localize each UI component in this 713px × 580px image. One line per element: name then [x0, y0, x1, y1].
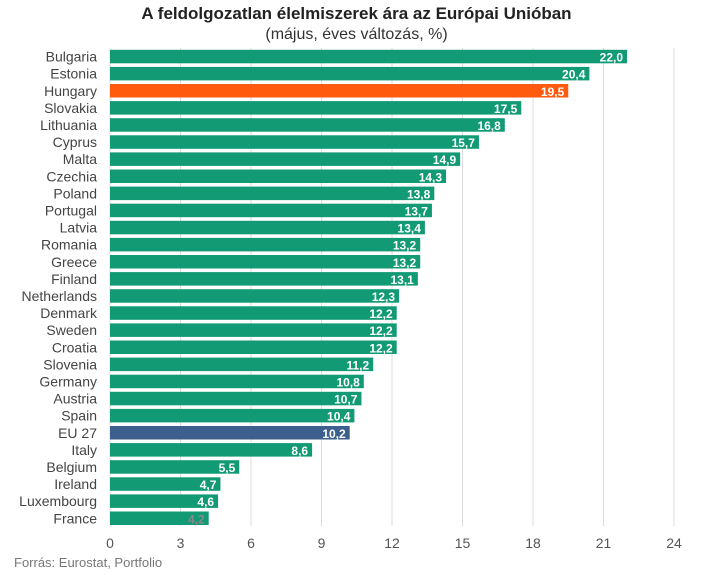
x-tick-label: 9	[318, 535, 326, 551]
value-label: 14,3	[419, 170, 443, 184]
category-label: Sweden	[46, 322, 97, 338]
category-label: Romania	[41, 237, 97, 253]
bar	[110, 186, 435, 201]
value-label: 12,2	[369, 341, 393, 355]
value-label: 5,5	[219, 461, 236, 475]
bar	[110, 477, 221, 491]
category-label: Austria	[53, 391, 97, 407]
bar	[110, 306, 397, 320]
value-label: 19,5	[541, 85, 565, 99]
bar	[110, 374, 364, 389]
bar	[110, 169, 447, 183]
x-tick-label: 21	[596, 535, 612, 551]
bar	[110, 511, 209, 525]
value-label: 4,2	[188, 512, 205, 526]
bar	[110, 237, 421, 252]
bar	[110, 203, 432, 218]
chart-title: A feldolgozatlan élelmiszerek ára az Eur…	[141, 4, 572, 23]
bar	[110, 289, 400, 303]
bar	[110, 135, 479, 149]
category-label: Bulgaria	[46, 49, 98, 65]
x-tick-label: 0	[106, 535, 114, 551]
category-label: Malta	[63, 151, 97, 167]
category-label: Finland	[51, 271, 97, 287]
category-label: Slovenia	[43, 356, 97, 372]
category-label: Belgium	[46, 459, 97, 475]
value-label: 11,2	[346, 358, 369, 372]
bar	[110, 66, 590, 81]
x-tick-label: 12	[384, 535, 400, 551]
bar	[110, 443, 313, 457]
value-label: 15,7	[452, 136, 476, 150]
value-label: 13,7	[405, 204, 429, 218]
bar-chart: 0 3 6 9 12 15 18 21 24 Bulgaria 22,0 Estonia 20,4 Hun…	[19, 48, 682, 551]
category-label: France	[53, 510, 97, 526]
chart-subtitle: (május, éves változás, %)	[265, 26, 448, 43]
x-tick-label: 6	[247, 535, 255, 551]
category-label: Germany	[39, 373, 97, 389]
value-label: 10,4	[327, 410, 351, 424]
value-label: 13,4	[398, 222, 422, 236]
value-label: 13,8	[407, 187, 431, 201]
value-label: 10,2	[322, 427, 346, 441]
category-label: Estonia	[50, 66, 97, 82]
category-label: Netherlands	[22, 288, 98, 304]
value-label: 14,9	[433, 153, 457, 167]
value-label: 12,3	[372, 290, 396, 304]
bar	[110, 323, 397, 337]
value-label: 4,6	[197, 495, 214, 509]
value-label: 16,8	[477, 119, 501, 133]
value-label: 20,4	[562, 68, 586, 82]
category-label: EU 27	[58, 425, 97, 441]
category-label: Denmark	[40, 305, 98, 321]
category-label: Luxembourg	[19, 493, 97, 509]
category-label: Cyprus	[53, 134, 97, 150]
value-label: 13,2	[393, 256, 417, 270]
bar	[110, 340, 397, 354]
bar	[110, 391, 362, 406]
value-label: 12,2	[369, 307, 393, 321]
bar	[110, 272, 418, 286]
category-label: Czechia	[46, 168, 97, 184]
category-label: Italy	[71, 442, 97, 458]
category-label: Croatia	[52, 339, 97, 355]
value-label: 13,1	[390, 273, 414, 287]
category-label: Lithuania	[40, 117, 97, 133]
value-label: 17,5	[494, 102, 518, 116]
bar	[110, 152, 461, 166]
x-tick-label: 24	[666, 535, 682, 551]
bar	[110, 460, 240, 474]
value-label: 12,2	[369, 324, 393, 338]
category-label: Greece	[51, 254, 97, 270]
bar	[110, 426, 350, 440]
category-label: Slovakia	[44, 100, 97, 116]
category-label: Hungary	[44, 83, 97, 99]
bar	[110, 101, 522, 115]
bar	[110, 494, 219, 508]
value-label: 10,8	[336, 375, 360, 389]
bar	[110, 84, 569, 98]
value-label: 10,7	[334, 393, 358, 407]
bar	[110, 49, 627, 64]
value-label: 22,0	[600, 51, 624, 65]
category-label: Latvia	[60, 220, 98, 236]
category-label: Ireland	[54, 476, 97, 492]
bar	[110, 118, 505, 132]
x-tick-label: 3	[177, 535, 185, 551]
source-note: Forrás: Eurostat, Portfolio	[14, 555, 163, 570]
x-tick-label: 18	[525, 535, 541, 551]
value-label: 4,7	[200, 478, 217, 492]
category-label: Portugal	[45, 202, 97, 218]
x-tick-label: 15	[455, 535, 471, 551]
bar	[110, 357, 374, 372]
bar	[110, 255, 421, 269]
value-label: 8,6	[291, 444, 308, 458]
bar	[110, 220, 425, 235]
value-label: 13,2	[393, 239, 417, 253]
category-label: Spain	[61, 408, 97, 424]
bar	[110, 408, 355, 423]
category-label: Poland	[53, 185, 97, 201]
